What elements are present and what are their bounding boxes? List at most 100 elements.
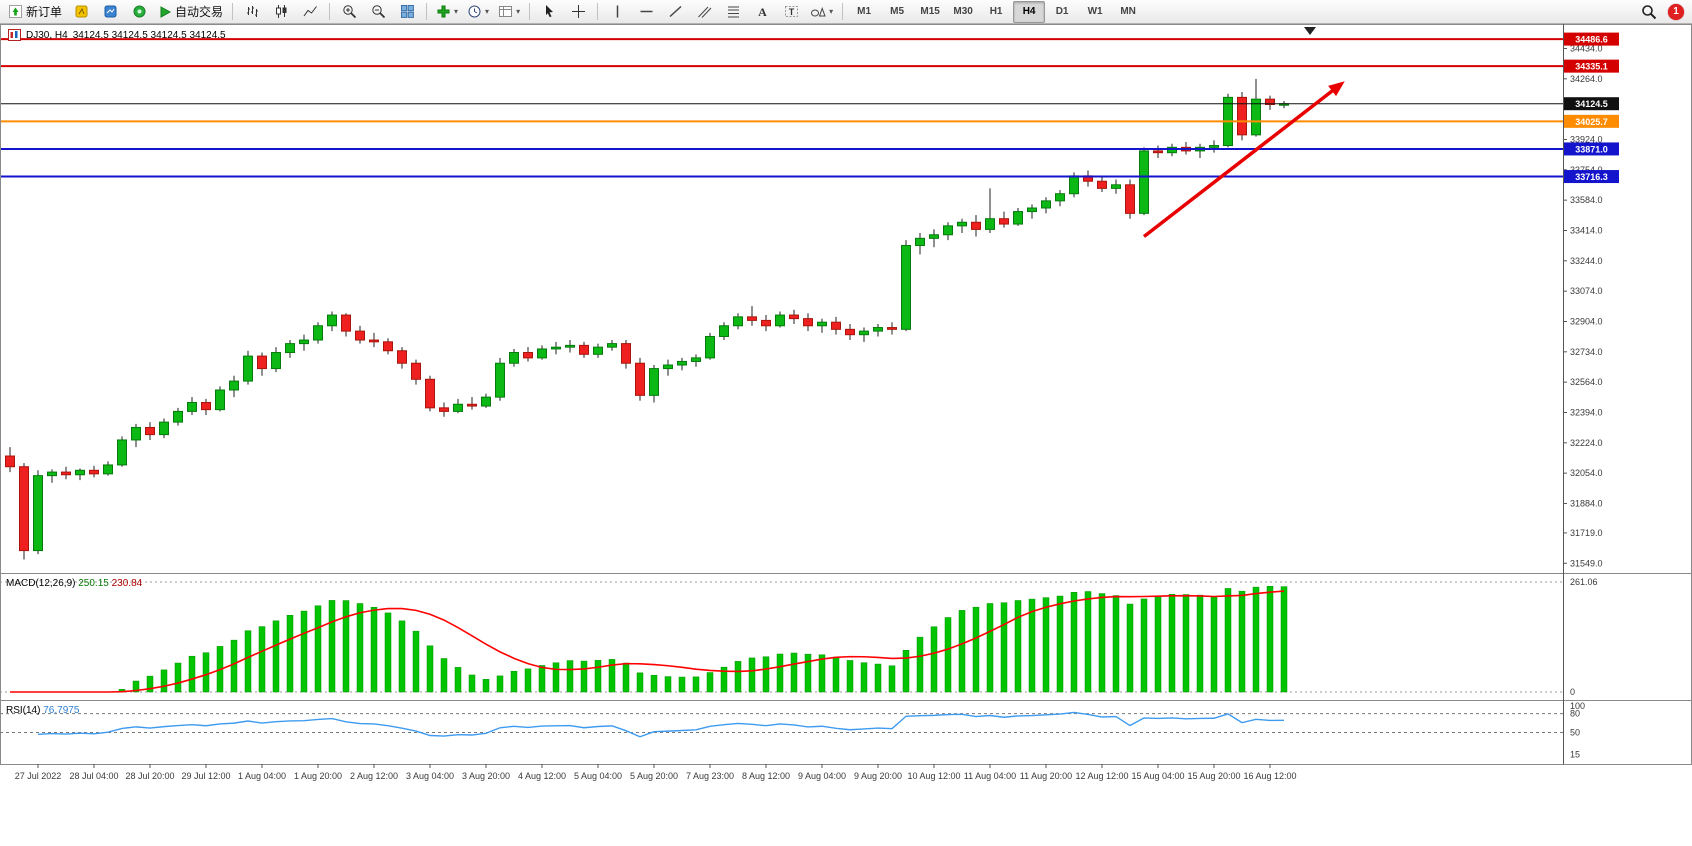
line-chart-button[interactable]: [296, 1, 324, 23]
mql-editor-button[interactable]: [67, 1, 95, 23]
autotrading-label: 自动交易: [175, 5, 224, 19]
svg-text:33716.3: 33716.3: [1575, 172, 1608, 182]
timeframe-mn[interactable]: MN: [1120, 6, 1136, 17]
horizontal-line-button[interactable]: [632, 1, 660, 23]
new-order-label: 新订单: [26, 5, 63, 19]
timeframe-m1[interactable]: M1: [857, 6, 872, 17]
svg-text:15 Aug 20:00: 15 Aug 20:00: [1187, 771, 1240, 781]
svg-text:8 Aug 12:00: 8 Aug 12:00: [742, 771, 790, 781]
trendline-button[interactable]: [661, 1, 689, 23]
svg-text:2 Aug 12:00: 2 Aug 12:00: [350, 771, 398, 781]
svg-text:28 Jul 20:00: 28 Jul 20:00: [125, 771, 174, 781]
toolbar-separator: [426, 3, 428, 20]
templates-button[interactable]: ▾: [494, 1, 524, 23]
shapes-icon: [811, 7, 826, 17]
crosshair-icon: [571, 5, 585, 18]
timeframe-w1[interactable]: W1: [1087, 6, 1103, 17]
timeframe-h1[interactable]: H1: [989, 6, 1003, 17]
tile-windows-button[interactable]: [393, 1, 421, 23]
vertical-line-icon: [616, 5, 618, 18]
fibonacci-button[interactable]: [719, 1, 747, 23]
macd-panel: 261.06 0: [0, 577, 1598, 697]
toolbar-separator: [597, 3, 599, 20]
indicators-plus-icon: [437, 5, 450, 18]
svg-text:33414.0: 33414.0: [1570, 225, 1603, 235]
fibonacci-icon: [727, 6, 739, 18]
text-icon: A: [758, 5, 767, 19]
dropdown-caret-icon: ▾: [485, 6, 490, 16]
svg-text:34025.7: 34025.7: [1575, 117, 1608, 127]
zoom-out-button[interactable]: [364, 1, 392, 23]
periods-button[interactable]: ▾: [463, 1, 493, 23]
hlines-layer[interactable]: 34486.6 34335.1 34124.5 34025.7 33871.0 33716…: [1, 32, 1619, 184]
svg-text:1 Aug 20:00: 1 Aug 20:00: [294, 771, 342, 781]
search-icon: [1642, 4, 1657, 19]
timeframe-m15[interactable]: M15: [920, 6, 940, 17]
zoom-in-button[interactable]: [335, 1, 363, 23]
trendline-icon: [669, 5, 682, 18]
svg-text:32394.0: 32394.0: [1570, 407, 1603, 417]
svg-text:100: 100: [1570, 701, 1585, 711]
price-chart[interactable]: 34434.0 34264.0 33924.0 33754.0 33584.0 33414…: [0, 24, 1692, 846]
candlestick-chart-button[interactable]: [267, 1, 295, 23]
channel-icon: [697, 6, 711, 18]
zoom-in-icon: [342, 5, 356, 19]
dropdown-caret-icon: ▾: [454, 6, 459, 16]
zoom-out-icon: [371, 5, 385, 19]
autotrading-button[interactable]: 自动交易: [154, 1, 227, 23]
svg-text:33244.0: 33244.0: [1570, 256, 1603, 266]
chart-shift-marker-icon[interactable]: [1304, 27, 1316, 35]
cursor-button[interactable]: [535, 1, 563, 23]
text-label-button[interactable]: T: [777, 1, 805, 23]
notification-badge[interactable]: 1: [1668, 3, 1684, 20]
svg-text:50: 50: [1570, 728, 1580, 738]
text-label-icon: T: [784, 6, 798, 17]
support-button[interactable]: [125, 1, 153, 23]
svg-text:27 Jul 2022: 27 Jul 2022: [15, 771, 62, 781]
svg-text:34335.1: 34335.1: [1575, 62, 1608, 72]
toolbar: 新订单 自动交易: [0, 0, 1692, 24]
svg-text:34434.0: 34434.0: [1570, 43, 1603, 53]
indicators-button[interactable]: ▾: [432, 1, 462, 23]
autotrading-play-icon: [160, 5, 172, 18]
bar-chart-button[interactable]: [238, 1, 266, 23]
text-button[interactable]: A: [748, 1, 776, 23]
channel-button[interactable]: [690, 1, 718, 23]
support-icon: [133, 5, 146, 18]
timeframe-m30[interactable]: M30: [953, 6, 973, 17]
svg-text:3 Aug 04:00: 3 Aug 04:00: [406, 771, 454, 781]
svg-text:34486.6: 34486.6: [1575, 35, 1608, 45]
svg-text:33754.0: 33754.0: [1570, 165, 1603, 175]
data-window-button[interactable]: [96, 1, 124, 23]
shapes-button[interactable]: ▾: [806, 1, 837, 23]
toolbar-separator: [842, 3, 844, 20]
search-button[interactable]: [1635, 1, 1663, 23]
time-axis: 27 Jul 2022 28 Jul 04:00 28 Jul 20:00 29 Ju…: [15, 764, 1297, 781]
svg-text:80: 80: [1570, 709, 1580, 719]
svg-text:9 Aug 20:00: 9 Aug 20:00: [854, 771, 902, 781]
svg-text:A: A: [758, 5, 767, 19]
svg-text:31719.0: 31719.0: [1570, 528, 1603, 538]
timeframe-h4[interactable]: H4: [1013, 0, 1046, 23]
vertical-line-button[interactable]: [603, 1, 631, 23]
clock-icon: [468, 5, 481, 18]
crosshair-button[interactable]: [564, 1, 592, 23]
svg-text:5 Aug 20:00: 5 Aug 20:00: [630, 771, 678, 781]
svg-text:32904.0: 32904.0: [1570, 316, 1603, 326]
template-icon: [499, 6, 513, 17]
svg-text:261.06: 261.06: [1570, 577, 1598, 587]
mql-editor-icon: [75, 5, 88, 18]
data-window-icon: [104, 5, 117, 18]
timeframe-m5[interactable]: M5: [890, 6, 905, 17]
svg-text:34124.5: 34124.5: [1575, 99, 1608, 109]
timeframe-d1[interactable]: D1: [1055, 6, 1069, 17]
new-order-button[interactable]: 新订单: [4, 1, 66, 23]
svg-text:29 Jul 12:00: 29 Jul 12:00: [181, 771, 230, 781]
trend-arrow[interactable]: [1142, 81, 1345, 238]
svg-text:12 Aug 12:00: 12 Aug 12:00: [1075, 771, 1128, 781]
svg-text:33074.0: 33074.0: [1570, 286, 1603, 296]
svg-text:7 Aug 23:00: 7 Aug 23:00: [686, 771, 734, 781]
toolbar-separator: [529, 3, 531, 20]
svg-text:32564.0: 32564.0: [1570, 377, 1603, 387]
